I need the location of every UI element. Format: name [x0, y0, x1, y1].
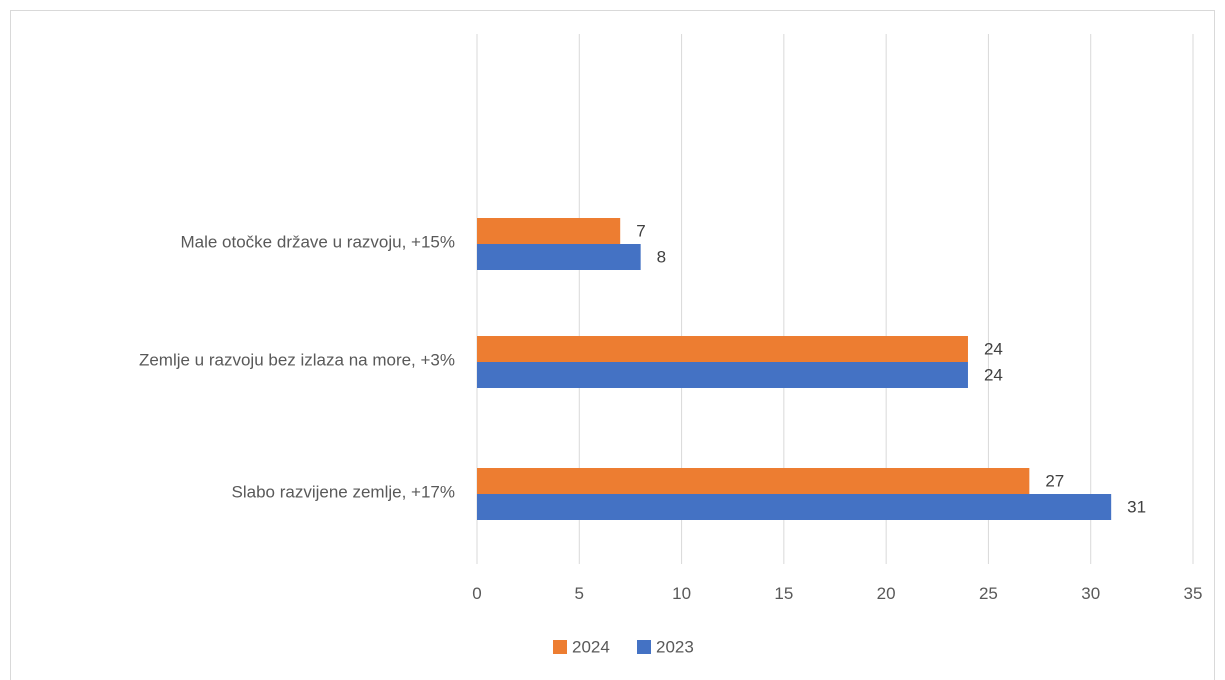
legend: 2024 2023 — [553, 637, 694, 656]
data-label: 7 — [636, 221, 645, 240]
legend-label: 2024 — [572, 637, 610, 656]
category-label: Slabo razvijene zemlje, +17% — [232, 482, 455, 501]
category-label: Male otočke države u razvoju, +15% — [180, 232, 455, 251]
bars — [477, 218, 1112, 520]
legend-label: 2023 — [656, 637, 694, 656]
x-tick-label: 5 — [575, 584, 584, 603]
data-label: 31 — [1127, 497, 1146, 516]
x-tick-label: 15 — [774, 584, 793, 603]
legend-swatch-2024 — [553, 640, 567, 654]
x-axis-ticks: 0 5 10 15 20 25 30 35 — [472, 584, 1202, 603]
gridlines — [476, 34, 1194, 564]
legend-swatch-2023 — [637, 640, 651, 654]
x-tick-label: 35 — [1184, 584, 1203, 603]
category-label: Zemlje u razvoju bez izlaza na more, +3% — [139, 350, 455, 369]
data-label: 24 — [984, 365, 1003, 384]
bar-2024-0 — [477, 218, 621, 244]
x-tick-label: 10 — [672, 584, 691, 603]
data-label: 8 — [657, 247, 666, 266]
bar-2023-0 — [477, 244, 641, 270]
x-tick-label: 25 — [979, 584, 998, 603]
data-label: 27 — [1045, 471, 1064, 490]
x-tick-label: 20 — [877, 584, 896, 603]
bar-2023-1 — [477, 362, 968, 388]
chart-frame — [10, 10, 1215, 680]
bar-2024-1 — [477, 336, 968, 362]
category-labels: Male otočke države u razvoju, +15% Zemlje… — [139, 232, 455, 501]
bar-2023-2 — [477, 494, 1112, 520]
bar-2024-2 — [477, 468, 1030, 494]
data-labels: 78 24 24 27 31 — [636, 221, 1146, 516]
x-tick-label: 0 — [472, 584, 481, 603]
data-label: 24 — [984, 339, 1003, 358]
x-tick-label: 30 — [1081, 584, 1100, 603]
